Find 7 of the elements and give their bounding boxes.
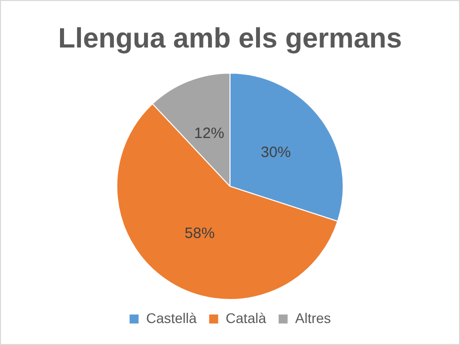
data-label: 12%	[194, 124, 224, 142]
legend-label: Català	[226, 310, 266, 326]
data-label: 30%	[260, 144, 291, 162]
legend-label: Castellà	[146, 310, 197, 326]
chart-title: Llengua amb els germans	[58, 22, 402, 54]
data-label: 58%	[184, 225, 215, 242]
legend-label: Altres	[295, 310, 331, 326]
